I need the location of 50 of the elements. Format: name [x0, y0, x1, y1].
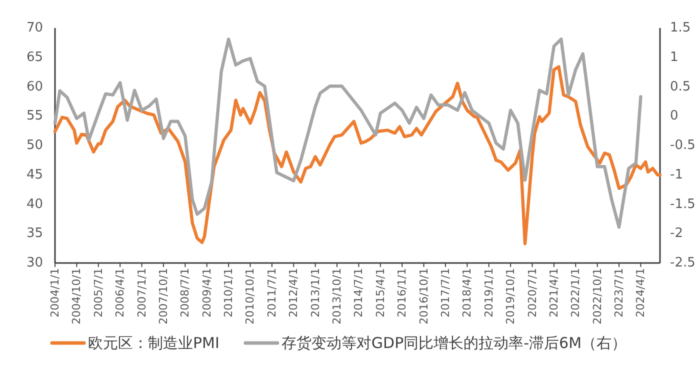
legend-label: 存货变动等对GDP同比增长的拉动率-滞后6M（右） [281, 334, 627, 352]
x-tick-label: 2006/4/1 [114, 268, 127, 318]
y-tick-label: 40 [26, 196, 43, 212]
y2-tick-label: -2.5 [670, 256, 696, 270]
x-tick-label: 2007/10/1 [156, 268, 170, 324]
x-tick-label: 2010/10/1 [244, 268, 257, 324]
y-tick-label: 55 [26, 108, 43, 124]
x-tick-label: 2019/10/1 [504, 268, 518, 324]
x-tick-label: 2018/4/1 [460, 268, 474, 318]
y-tick-label: 35 [26, 226, 43, 242]
x-tick-label: 2019/1/1 [482, 268, 496, 318]
y2-tick-label: 0.5 [670, 79, 691, 94]
x-tick-label: 2017/7/1 [438, 268, 452, 318]
x-tick-label: 2023/7/1 [612, 268, 626, 318]
y2-tick-label: -0.5 [670, 138, 696, 153]
x-tick-label: 2008/7/1 [178, 268, 192, 318]
x-tick-label: 2013/1/1 [308, 268, 322, 318]
line-series [53, 65, 662, 246]
y2-tick-label: -1 [670, 167, 683, 182]
legend-label: 欧元区：制造业PMI [88, 334, 220, 352]
y2-tick-label: 0 [670, 108, 678, 124]
x-tick-label: 2012/4/1 [287, 268, 300, 318]
x-tick-label: 2005/7/1 [92, 268, 105, 318]
y-tick-label: 60 [26, 79, 43, 94]
x-tick-label: 2016/10/1 [417, 268, 430, 324]
x-tick-label: 2013/10/1 [330, 268, 344, 324]
y-tick-label: 30 [26, 256, 43, 270]
x-tick-label: 2011/7/1 [265, 268, 278, 318]
x-tick-label: 2022/1/1 [569, 268, 582, 318]
y2-tick-label: 1 [670, 50, 678, 65]
x-tick-label: 2004/1/1 [48, 268, 62, 318]
y2-tick-label: 1.5 [670, 20, 691, 36]
x-tick-label: 2014/7/1 [352, 268, 366, 318]
y2-tick-label: -1.5 [670, 196, 696, 212]
x-tick-label: 2024/4/1 [634, 268, 648, 318]
x-tick-label: 2021/4/1 [547, 268, 560, 318]
y-tick-label: 70 [26, 20, 43, 36]
y-tick-label: 65 [26, 50, 43, 65]
x-tick-label: 2004/10/1 [70, 268, 84, 324]
y-tick-label: 45 [26, 167, 43, 182]
x-tick-label: 2015/4/1 [374, 268, 387, 318]
x-tick-label: 2010/1/1 [222, 268, 236, 318]
x-tick-label: 2007/1/1 [135, 268, 148, 318]
y-tick-label: 50 [26, 138, 43, 153]
x-tick-label: 2016/1/1 [396, 268, 409, 318]
line-series [53, 38, 642, 229]
x-tick-label: 2020/7/1 [526, 268, 539, 318]
y2-tick-label: -2 [670, 226, 683, 242]
x-tick-label: 2009/4/1 [200, 268, 214, 318]
x-tick-label: 2022/10/1 [590, 268, 604, 324]
